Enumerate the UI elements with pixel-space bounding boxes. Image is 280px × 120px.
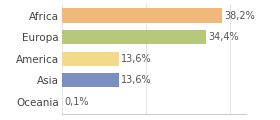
Text: 13,6%: 13,6% bbox=[121, 54, 151, 64]
Text: 13,6%: 13,6% bbox=[121, 75, 151, 85]
Bar bbox=[62, 30, 206, 44]
Bar bbox=[62, 73, 119, 87]
Bar bbox=[62, 9, 222, 23]
Text: 0,1%: 0,1% bbox=[64, 97, 88, 107]
Bar bbox=[62, 52, 119, 66]
Text: 34,4%: 34,4% bbox=[208, 32, 239, 42]
Text: 38,2%: 38,2% bbox=[224, 11, 255, 21]
